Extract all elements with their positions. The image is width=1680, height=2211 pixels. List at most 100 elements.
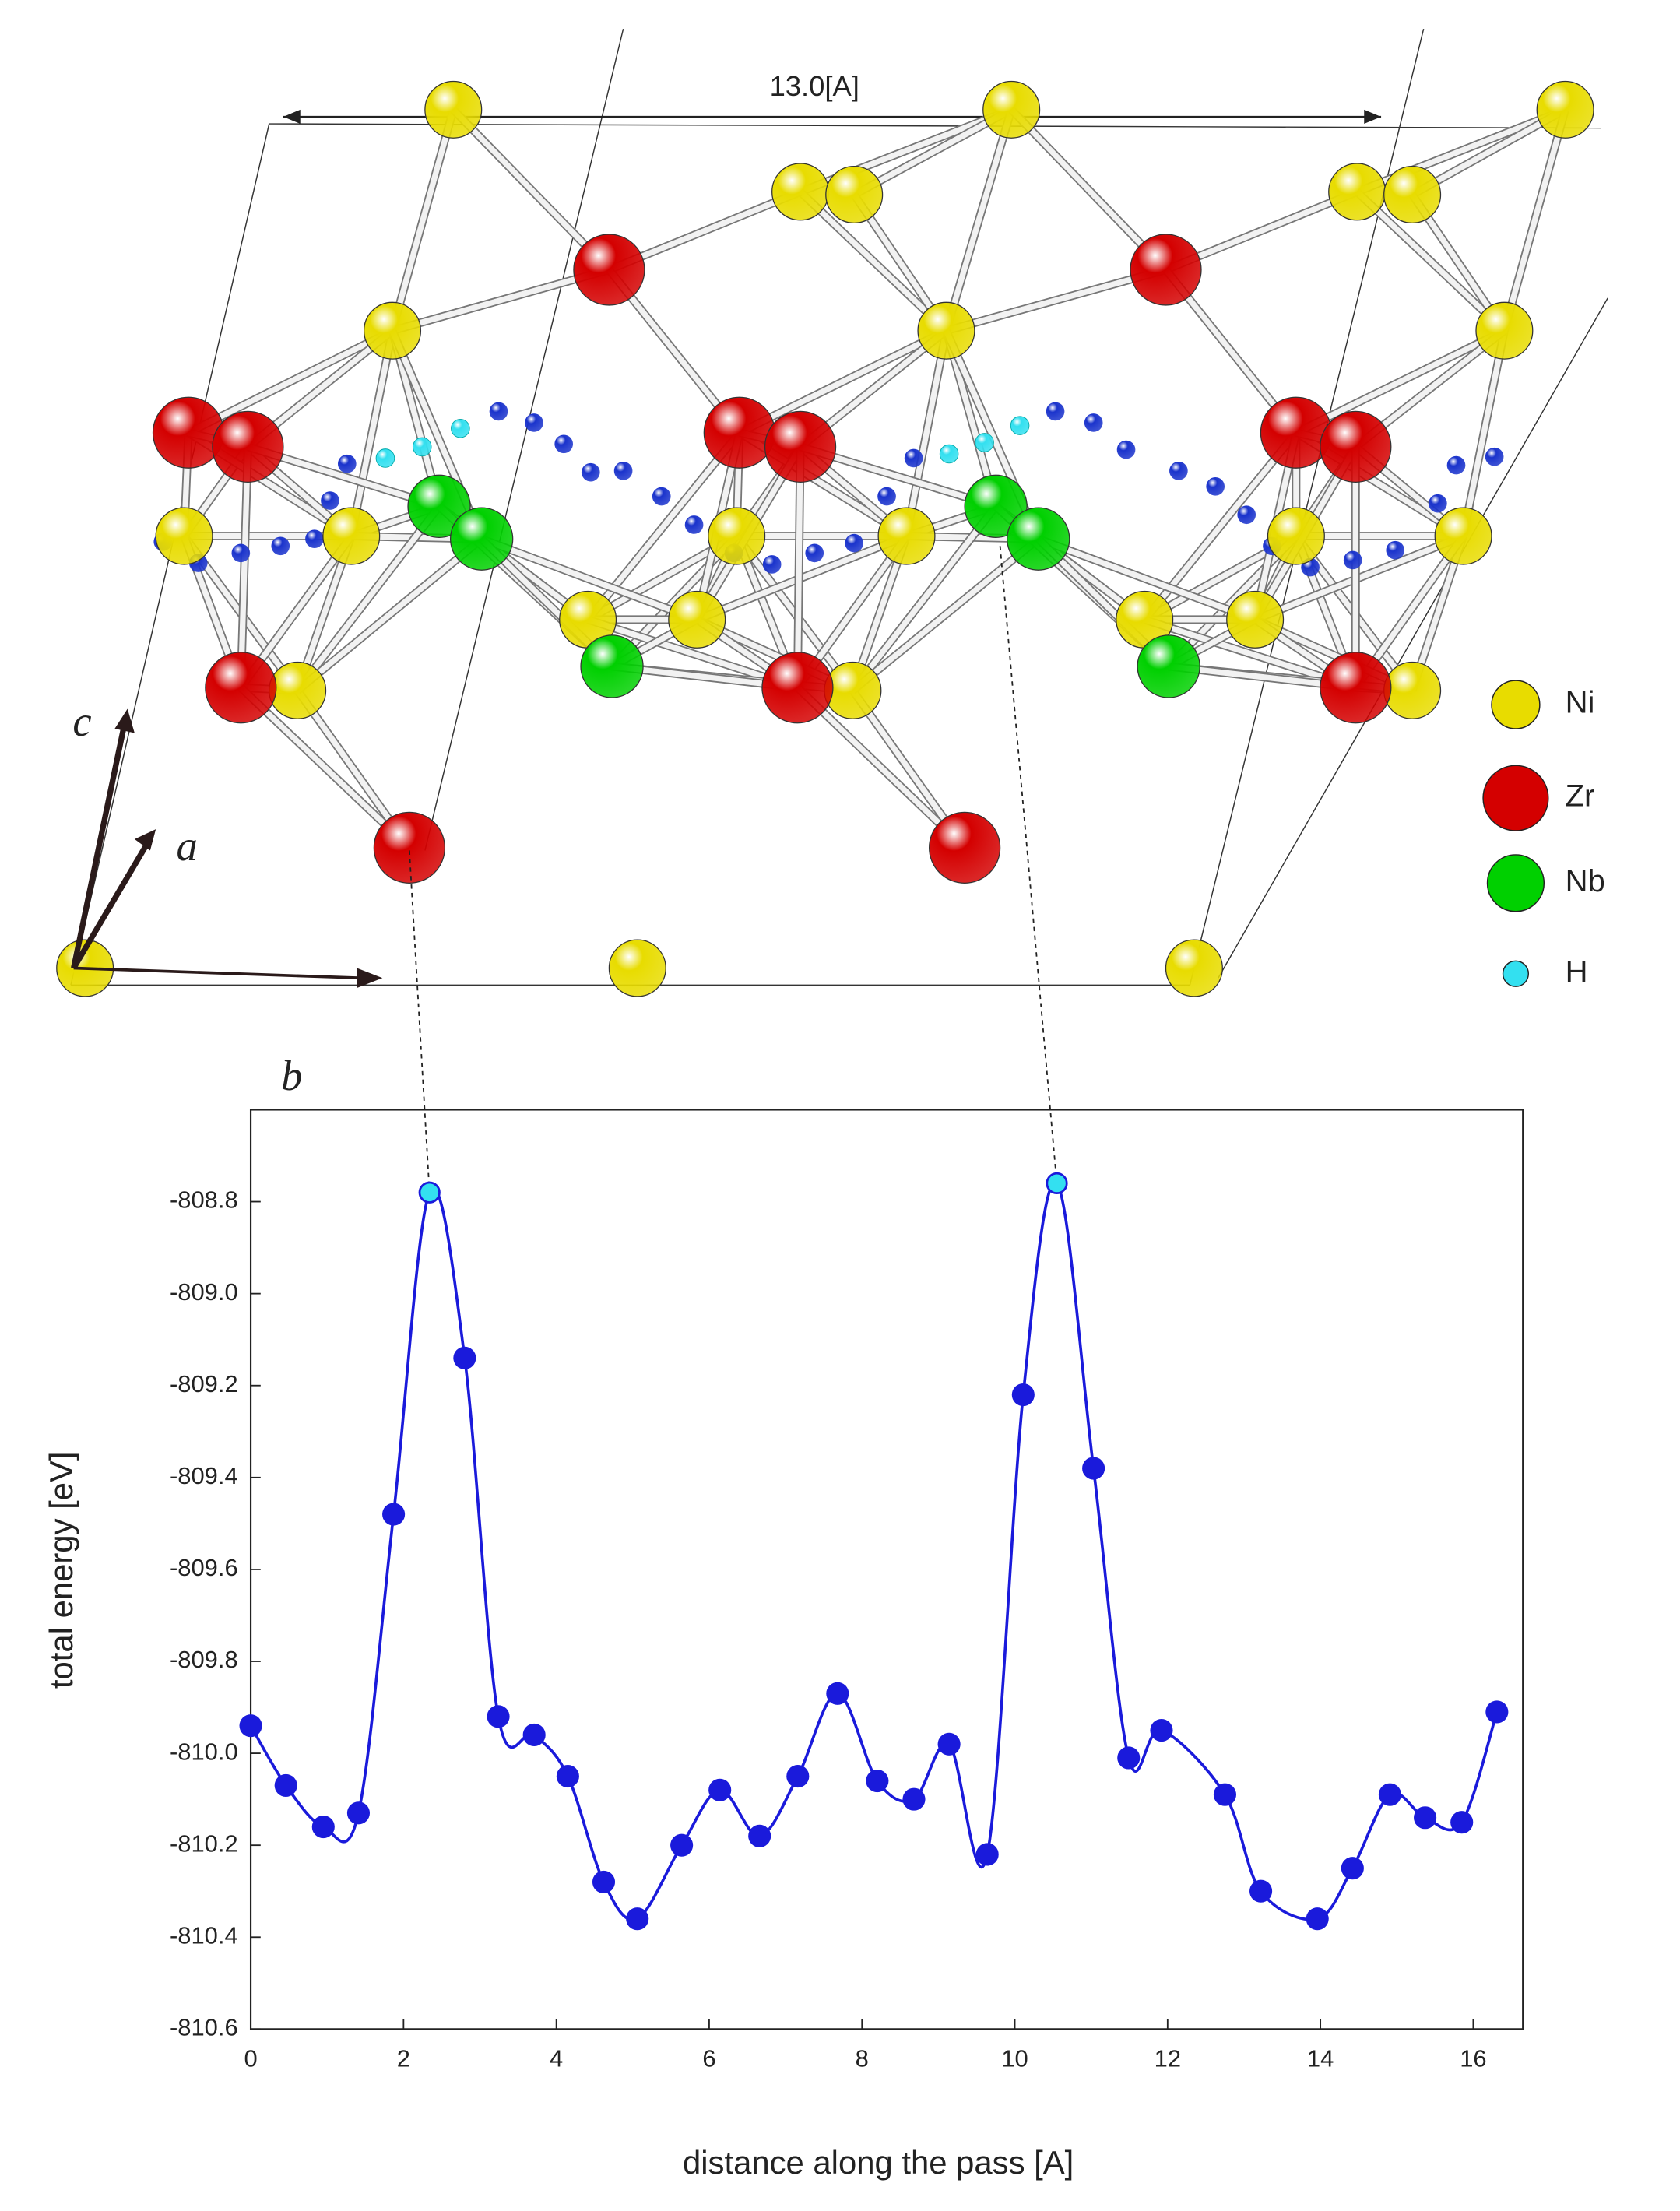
data-point	[1485, 1700, 1509, 1724]
h-atom	[1010, 416, 1030, 435]
cell-edge	[1218, 297, 1608, 979]
axis-arrow	[73, 966, 362, 980]
atom	[155, 507, 213, 565]
y-tick-label: -809.2	[170, 1370, 238, 1397]
bond	[586, 617, 799, 691]
bond	[738, 328, 948, 435]
y-tick-label: -810.2	[170, 1830, 238, 1857]
bond	[1355, 189, 1506, 333]
h-site	[805, 543, 824, 563]
bond	[794, 446, 803, 688]
x-tick-label: 8	[856, 2045, 869, 2072]
atom	[825, 165, 884, 224]
atom	[573, 234, 645, 306]
h-site	[652, 487, 671, 506]
axis-arrow	[71, 842, 150, 970]
data-point	[937, 1732, 961, 1756]
data-point	[1117, 1746, 1141, 1770]
h-site	[305, 529, 324, 549]
bond	[238, 685, 412, 850]
atom	[1328, 163, 1387, 221]
atom	[764, 410, 837, 483]
y-tick-label: -810.0	[170, 1738, 238, 1765]
atom	[1383, 661, 1442, 719]
bond	[295, 536, 483, 693]
h-atom	[451, 418, 470, 438]
data-point	[1150, 1719, 1173, 1742]
atom	[152, 396, 225, 469]
atom	[1165, 939, 1223, 997]
atom	[449, 507, 514, 571]
h-site	[337, 454, 357, 473]
data-point	[522, 1723, 546, 1747]
atom	[982, 80, 1041, 139]
axis-a-label: a	[177, 822, 198, 870]
atom	[1260, 396, 1333, 469]
atom	[964, 474, 1028, 538]
atom	[322, 507, 381, 565]
bond	[392, 266, 610, 334]
h-atom	[412, 437, 432, 457]
bond	[295, 504, 441, 693]
h-site	[581, 462, 600, 482]
atom	[877, 507, 936, 565]
atom	[212, 410, 284, 483]
h-site	[1169, 462, 1188, 480]
y-axis-title: total energy [eV]	[43, 1452, 79, 1689]
bond	[851, 536, 1041, 693]
y-tick-label: -809.0	[170, 1278, 238, 1306]
atom	[1226, 590, 1285, 649]
h-site	[1206, 477, 1225, 496]
legend-label: H	[1566, 954, 1588, 989]
atom	[1475, 301, 1534, 360]
data-point	[382, 1503, 406, 1526]
bond	[798, 189, 948, 333]
h-atom	[375, 448, 395, 468]
atom	[407, 474, 471, 538]
h-site	[1386, 540, 1405, 560]
atom	[1434, 507, 1492, 565]
h-site	[1429, 494, 1447, 513]
h-site	[1046, 402, 1065, 421]
y-tick-label: -808.8	[170, 1186, 238, 1214]
bond	[1295, 328, 1506, 435]
axis-arrow	[71, 722, 128, 969]
legend-label: Ni	[1566, 686, 1595, 720]
energy-curve	[249, 1180, 1499, 1921]
h-site	[271, 536, 290, 556]
h-site	[1084, 413, 1103, 432]
data-point	[708, 1778, 732, 1801]
cell-edge	[1189, 28, 1425, 986]
bond	[943, 108, 1014, 332]
h-site	[877, 487, 896, 506]
atom	[771, 163, 830, 221]
h-site	[1237, 505, 1256, 525]
bond	[451, 107, 612, 272]
h-site	[554, 434, 574, 454]
data-point	[826, 1682, 849, 1705]
atom	[608, 939, 666, 997]
data-point	[670, 1833, 694, 1857]
data-point	[748, 1824, 771, 1847]
y-tick-label: -809.6	[170, 1554, 238, 1581]
data-point	[1414, 1806, 1437, 1830]
cell-edge	[424, 28, 624, 851]
x-axis-title: distance along the pass [A]	[683, 2144, 1074, 2181]
axis-c-label: c	[72, 698, 91, 745]
bond	[1501, 108, 1569, 332]
h-site	[1116, 440, 1136, 459]
h-site	[1485, 447, 1504, 466]
data-point	[592, 1870, 616, 1893]
data-point	[346, 1801, 371, 1825]
data-point	[1249, 1879, 1273, 1903]
atom	[269, 661, 327, 719]
bond	[945, 266, 1167, 334]
highlight-point	[418, 1181, 441, 1204]
bond	[1411, 107, 1567, 198]
atom	[928, 811, 1001, 884]
legend-marker	[1486, 854, 1545, 912]
atom	[363, 301, 422, 360]
h-site	[845, 533, 864, 553]
data-point	[786, 1765, 810, 1788]
